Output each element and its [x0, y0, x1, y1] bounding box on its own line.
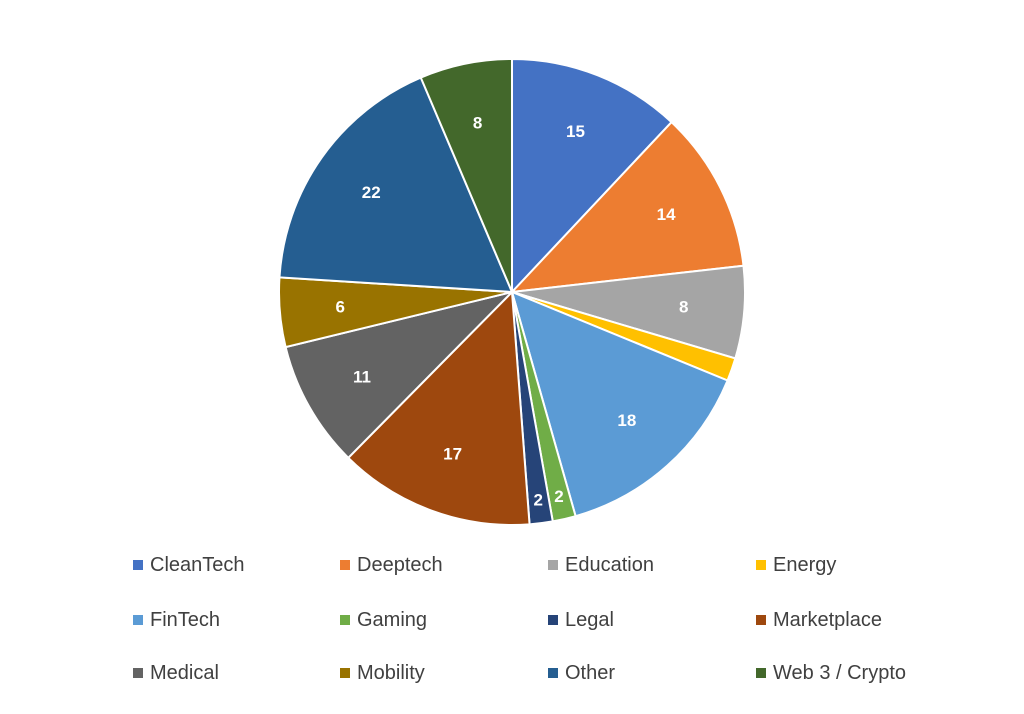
pie-data-labels: 15 14 8 18 22 17 11 6 22 8	[336, 114, 689, 510]
data-label-education: 8	[679, 298, 688, 317]
legend-item-web-3-crypto: Web 3 / Crypto	[756, 656, 906, 690]
data-label-medical: 11	[353, 367, 371, 386]
legend-item-education: Education	[548, 548, 654, 582]
legend-item-deeptech: Deeptech	[340, 548, 443, 582]
data-label-legal: 2	[534, 491, 543, 510]
legend-swatch	[756, 615, 766, 625]
legend-swatch	[548, 668, 558, 678]
legend-label: Gaming	[357, 608, 428, 631]
pie-slice-marketplace	[346, 289, 531, 526]
legend-label: Legal	[565, 608, 614, 631]
legend-swatch	[340, 615, 350, 625]
legend-item-mobility: Mobility	[340, 656, 425, 690]
legend-item-gaming: Gaming	[340, 603, 427, 637]
data-label-web-3-crypto: 8	[473, 114, 482, 133]
legend-label: CleanTech	[150, 553, 245, 576]
legend-swatch	[133, 668, 143, 678]
legend-swatch	[133, 560, 143, 570]
legend-label: Marketplace	[773, 608, 882, 631]
legend-item-other: Other	[548, 656, 615, 690]
legend-label: Education	[565, 553, 654, 576]
pie-slice-other	[278, 76, 514, 294]
legend-swatch	[548, 615, 558, 625]
pie-slice-fintech	[510, 290, 729, 518]
legend-label: Medical	[150, 661, 219, 684]
legend-item-fintech: FinTech	[133, 603, 220, 637]
legend-item-medical: Medical	[133, 656, 219, 690]
pie-slice-deeptech	[509, 120, 745, 294]
legend-label: Mobility	[357, 661, 425, 684]
legend-label: FinTech	[150, 608, 221, 631]
data-label-other: 22	[362, 183, 381, 202]
legend-label: Web 3 / Crypto	[773, 661, 907, 684]
legend-item-legal: Legal	[548, 603, 614, 637]
legend-item-energy: Energy	[756, 548, 836, 582]
data-label-cleantech: 15	[566, 122, 585, 141]
legend-swatch	[756, 560, 766, 570]
legend-label: Energy	[773, 553, 837, 576]
pie-slice-cleantech	[511, 57, 673, 295]
legend-swatch	[133, 615, 143, 625]
pie-slices	[278, 57, 746, 526]
legend-label: Other	[565, 661, 616, 684]
legend-swatch	[340, 668, 350, 678]
data-label-deeptech: 14	[657, 205, 676, 224]
data-label-marketplace: 17	[443, 444, 462, 463]
legend-swatch	[548, 560, 558, 570]
legend-label: Deeptech	[357, 553, 443, 576]
legend-swatch	[756, 668, 766, 678]
pie-slice-web-3-crypto	[419, 57, 513, 293]
data-label-gaming: 2	[554, 487, 563, 506]
legend-item-marketplace: Marketplace	[756, 603, 882, 637]
legend-item-cleantech: CleanTech	[133, 548, 245, 582]
legend-swatch	[340, 560, 350, 570]
data-label-fintech: 18	[617, 411, 636, 430]
pie-chart: 15 14 8 18 22 17 11 6 22 8	[278, 57, 746, 526]
data-label-mobility: 6	[336, 298, 345, 317]
